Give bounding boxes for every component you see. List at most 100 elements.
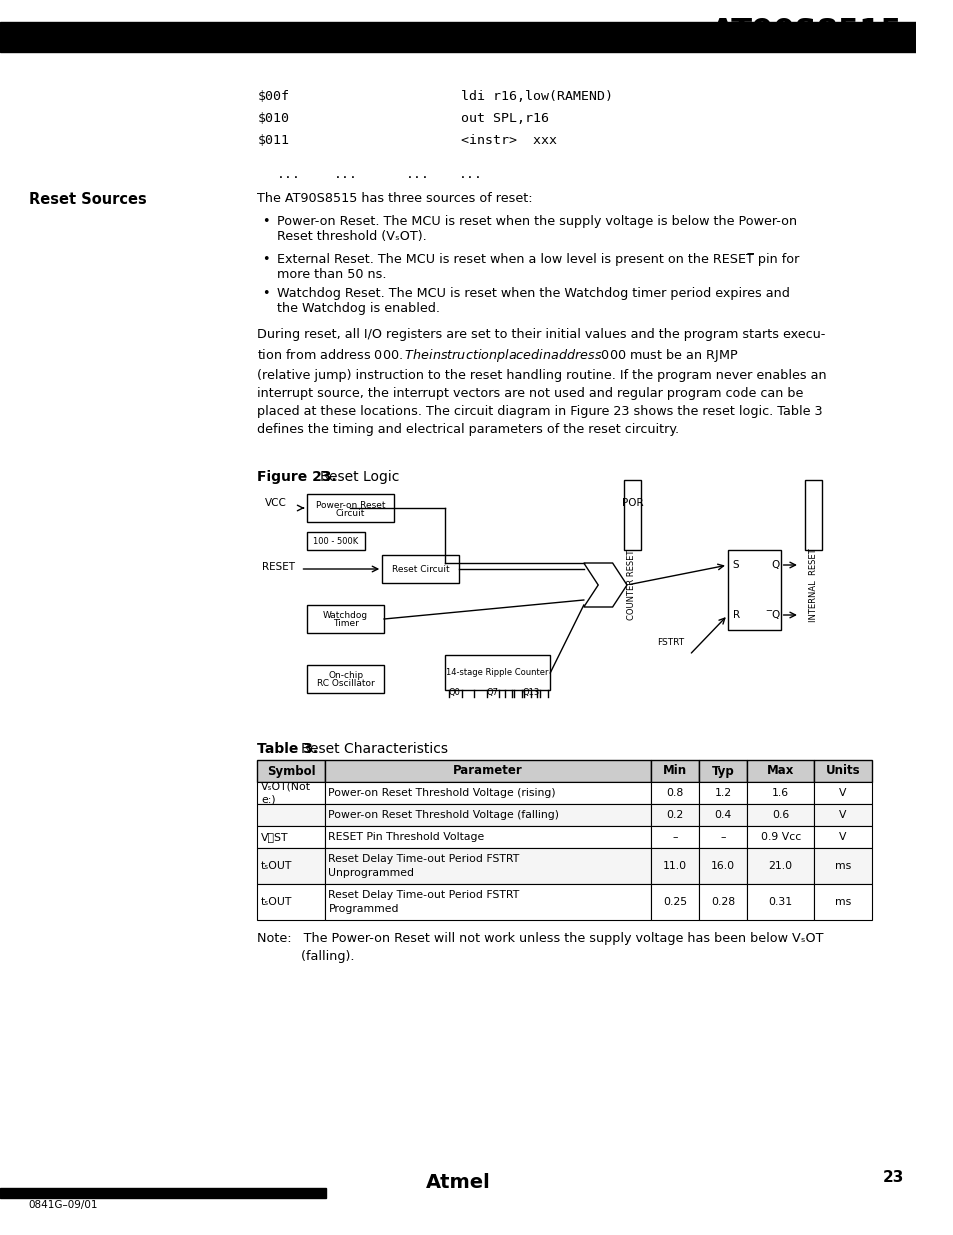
Text: V: V: [839, 810, 846, 820]
Text: 14-stage Ripple Counter: 14-stage Ripple Counter: [446, 668, 548, 677]
Text: Watchdog Reset. The MCU is reset when the Watchdog timer period expires and
the : Watchdog Reset. The MCU is reset when th…: [276, 287, 788, 315]
Bar: [0, 1188, 326, 1198]
Text: Parameter: Parameter: [453, 764, 522, 778]
Text: RC Oscillator: RC Oscillator: [316, 679, 375, 688]
Text: ms: ms: [834, 861, 850, 871]
Bar: [324, 782, 650, 804]
Text: •: •: [262, 215, 270, 228]
Bar: [650, 884, 699, 920]
Bar: [699, 826, 746, 848]
Text: Q0: Q0: [448, 688, 459, 697]
Text: Figure 23.: Figure 23.: [257, 471, 336, 484]
Text: 16.0: 16.0: [710, 861, 735, 871]
Text: 0.31: 0.31: [768, 897, 792, 906]
Text: 0.9 Vᴄᴄ: 0.9 Vᴄᴄ: [760, 832, 800, 842]
Text: Reset Circuit: Reset Circuit: [392, 564, 449, 573]
Bar: [307, 532, 364, 550]
Bar: [746, 884, 814, 920]
Text: $011: $011: [257, 135, 289, 147]
Text: RESET: RESET: [262, 562, 294, 572]
Text: Q: Q: [770, 559, 779, 571]
Bar: [257, 782, 324, 804]
Bar: [699, 804, 746, 826]
Bar: [814, 884, 871, 920]
Text: 1.6: 1.6: [771, 788, 788, 798]
Polygon shape: [583, 563, 626, 606]
Text: COUNTER RESET: COUNTER RESET: [627, 550, 636, 620]
Text: External Reset. The MCU is reset when a low level is present on the RESET̅ pin f: External Reset. The MCU is reset when a …: [276, 253, 798, 282]
Bar: [746, 804, 814, 826]
Text: V: V: [839, 788, 846, 798]
Bar: [814, 760, 871, 782]
Text: Power-on Reset: Power-on Reset: [315, 500, 385, 510]
Text: •: •: [262, 253, 270, 266]
Text: POR: POR: [621, 498, 643, 508]
Text: 1.2: 1.2: [714, 788, 731, 798]
Bar: [307, 494, 394, 522]
Bar: [699, 760, 746, 782]
Bar: [803, 480, 821, 550]
Text: Q: Q: [770, 610, 779, 620]
Text: The AT90S8515 has three sources of reset:: The AT90S8515 has three sources of reset…: [257, 191, 533, 205]
Text: FSTRT: FSTRT: [656, 638, 683, 647]
Text: Q7: Q7: [486, 688, 498, 697]
Bar: [727, 550, 780, 630]
Text: 21.0: 21.0: [768, 861, 792, 871]
Bar: [324, 848, 650, 884]
Text: Table 3.: Table 3.: [257, 742, 318, 756]
Text: ms: ms: [834, 897, 850, 906]
Bar: [307, 664, 384, 693]
Text: VₛOT(Not
e:): VₛOT(Not e:): [261, 782, 311, 804]
Text: 0.8: 0.8: [666, 788, 683, 798]
Text: Symbol: Symbol: [266, 764, 314, 778]
Text: Watchdog: Watchdog: [323, 611, 368, 620]
Bar: [623, 480, 640, 550]
Text: S: S: [732, 559, 739, 571]
Text: tₛOUT: tₛOUT: [261, 861, 293, 871]
Text: tₛOUT: tₛOUT: [261, 897, 293, 906]
Text: <instr>  xxx: <instr> xxx: [460, 135, 557, 147]
Text: 0.4: 0.4: [714, 810, 731, 820]
Bar: [382, 555, 458, 583]
Text: 0.2: 0.2: [666, 810, 683, 820]
Bar: [746, 782, 814, 804]
Text: ...: ...: [406, 168, 430, 182]
Text: –: –: [720, 832, 725, 842]
Text: VCC: VCC: [265, 498, 287, 508]
Text: Reset Characteristics: Reset Characteristics: [300, 742, 447, 756]
Bar: [650, 848, 699, 884]
Text: ...: ...: [276, 168, 300, 182]
Text: INTERNAL  RESET: INTERNAL RESET: [808, 548, 817, 621]
Text: 0.6: 0.6: [771, 810, 788, 820]
Bar: [324, 760, 650, 782]
Bar: [307, 605, 384, 634]
Text: AT90S8515: AT90S8515: [710, 17, 902, 47]
Text: Units: Units: [825, 764, 860, 778]
Bar: [257, 804, 324, 826]
Bar: [324, 826, 650, 848]
Text: Typ: Typ: [711, 764, 734, 778]
Text: Power-on Reset Threshold Voltage (rising): Power-on Reset Threshold Voltage (rising…: [328, 788, 556, 798]
Text: V: V: [839, 832, 846, 842]
Text: 0.28: 0.28: [710, 897, 735, 906]
Text: On-chip: On-chip: [328, 672, 363, 680]
Bar: [650, 782, 699, 804]
Bar: [257, 848, 324, 884]
Bar: [814, 826, 871, 848]
Text: 0841G–09/01: 0841G–09/01: [29, 1200, 98, 1210]
Text: 23: 23: [882, 1170, 902, 1186]
Text: •: •: [262, 287, 270, 300]
Text: Power-on Reset Threshold Voltage (falling): Power-on Reset Threshold Voltage (fallin…: [328, 810, 558, 820]
Text: Reset Delay Time-out Period FSTRT
Programmed: Reset Delay Time-out Period FSTRT Progra…: [328, 890, 519, 914]
Bar: [650, 804, 699, 826]
Text: $00f: $00f: [257, 90, 289, 103]
Text: Timer: Timer: [333, 620, 358, 629]
Text: RESET̅ Pin Threshold Voltage: RESET̅ Pin Threshold Voltage: [328, 832, 484, 842]
Text: ...: ...: [334, 168, 357, 182]
Bar: [746, 760, 814, 782]
Bar: [814, 782, 871, 804]
Bar: [699, 848, 746, 884]
Text: 11.0: 11.0: [662, 861, 686, 871]
Bar: [324, 884, 650, 920]
Bar: [814, 848, 871, 884]
